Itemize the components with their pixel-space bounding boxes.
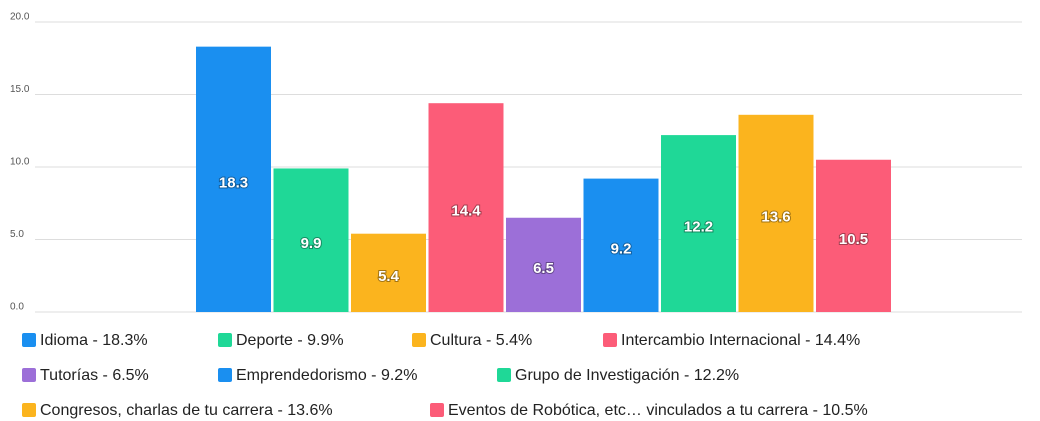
legend-swatch — [497, 368, 511, 382]
legend-swatch — [22, 333, 36, 347]
legend-swatch — [430, 403, 444, 417]
legend-label: Emprendedorismo - 9.2% — [236, 367, 417, 384]
value-label: 9.2 — [611, 240, 632, 257]
y-tick-label: 0.0 — [10, 302, 24, 313]
value-label: 10.5 — [839, 231, 868, 248]
bar — [816, 159, 891, 312]
legend-label: Cultura - 5.4% — [430, 332, 532, 349]
legend-label: Idioma - 18.3% — [40, 332, 148, 349]
bar — [738, 114, 814, 312]
bar — [661, 135, 736, 312]
bar — [196, 46, 271, 313]
y-tick-label: 15.0 — [10, 84, 30, 95]
legend-label: Eventos de Robótica, etc… vinculados a t… — [448, 402, 868, 419]
legend-label: Tutorías - 6.5% — [40, 367, 149, 384]
value-label: 18.3 — [219, 174, 248, 191]
legend-swatch — [412, 333, 426, 347]
legend-swatch — [218, 333, 232, 347]
value-label: 13.6 — [761, 208, 790, 225]
legend-label: Deporte - 9.9% — [236, 332, 344, 349]
legend-label: Congresos, charlas de tu carrera - 13.6% — [40, 402, 333, 419]
y-tick-label: 5.0 — [10, 229, 24, 240]
bar — [273, 168, 349, 312]
legend-label: Grupo de Investigación - 12.2% — [515, 367, 739, 384]
value-label: 12.2 — [684, 219, 713, 236]
bar — [506, 217, 581, 312]
value-label: 5.4 — [378, 268, 400, 285]
legend-label: Intercambio Internacional - 14.4% — [621, 332, 860, 349]
legend-swatch — [218, 368, 232, 382]
bar — [583, 178, 659, 312]
legend-swatch — [22, 368, 36, 382]
legend-swatch — [22, 403, 36, 417]
value-label: 6.5 — [533, 260, 554, 277]
bar — [351, 233, 426, 312]
value-label: 9.9 — [301, 235, 322, 252]
y-tick-label: 10.0 — [10, 157, 30, 168]
y-tick-label: 20.0 — [10, 12, 30, 23]
value-label: 14.4 — [451, 203, 481, 220]
bar — [428, 103, 504, 312]
legend-swatch — [603, 333, 617, 347]
